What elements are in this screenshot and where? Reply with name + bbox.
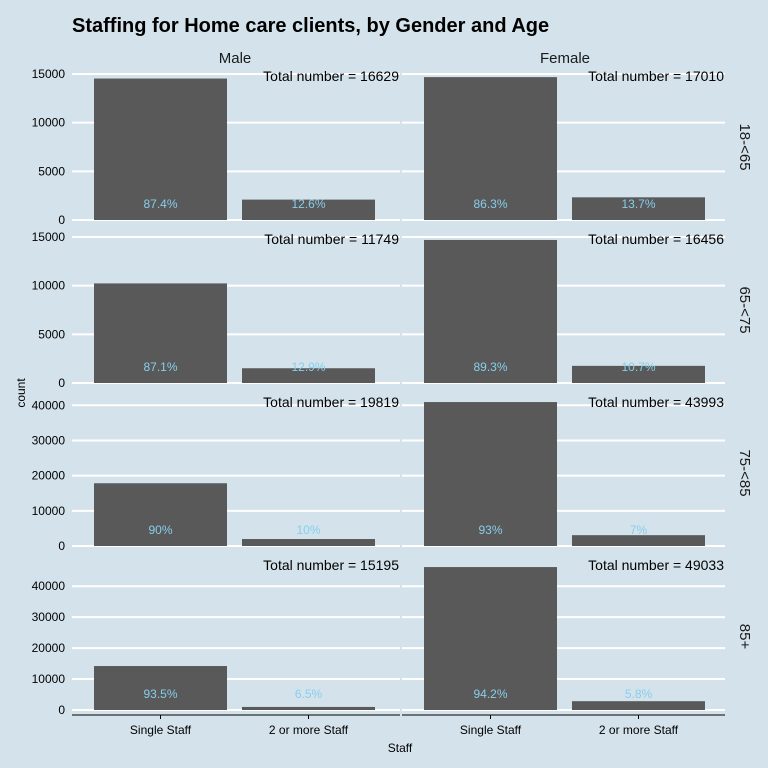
percent-label: 86.3% — [473, 197, 507, 211]
y-tick-label: 0 — [58, 213, 65, 227]
total-number-label: Total number = 15195 — [263, 557, 399, 573]
percent-label: 94.2% — [473, 687, 507, 701]
y-tick-label: 40000 — [32, 398, 66, 412]
bar — [572, 535, 705, 546]
percent-label: 13.7% — [621, 197, 655, 211]
bar — [424, 567, 557, 710]
total-number-label: Total number = 16456 — [588, 231, 724, 247]
y-tick-label: 5000 — [38, 327, 65, 341]
percent-label: 12.9% — [291, 360, 325, 374]
y-tick-label: 10000 — [32, 279, 66, 293]
y-tick-label: 0 — [58, 376, 65, 390]
row-strip-label: 65-<75 — [736, 286, 753, 333]
total-number-label: Total number = 11749 — [264, 231, 399, 247]
percent-label: 12.6% — [291, 197, 325, 211]
percent-label: 6.5% — [295, 687, 323, 701]
bar — [572, 197, 705, 220]
y-tick-label: 20000 — [32, 469, 66, 483]
percent-label: 93% — [478, 523, 502, 537]
column-strip-female: Female — [540, 50, 590, 67]
percent-label: 93.5% — [143, 687, 177, 701]
bar — [242, 368, 375, 383]
x-tick-label: 2 or more Staff — [599, 723, 679, 737]
total-number-label: Total number = 17010 — [588, 68, 724, 84]
y-tick-label: 10000 — [32, 672, 66, 686]
row-strip-label: 75-<85 — [736, 449, 753, 496]
bar — [242, 706, 375, 710]
bar — [94, 483, 227, 546]
facet-panels: 0 5000 10000 15000 87.4% 12.6% Total number = … — [32, 67, 753, 737]
chart-title: Staffing for Home care clients, by Gende… — [72, 15, 549, 37]
percent-label: 89.3% — [473, 360, 507, 374]
y-tick-label: 30000 — [32, 433, 66, 447]
bar — [572, 365, 705, 383]
y-tick-label: 40000 — [32, 579, 66, 593]
x-tick-label: Single Staff — [460, 723, 522, 737]
percent-label: 87.1% — [143, 360, 177, 374]
y-tick-label: 15000 — [32, 230, 66, 244]
percent-label: 5.8% — [625, 687, 653, 701]
y-tick-label: 10000 — [32, 504, 66, 518]
x-tick-label: Single Staff — [130, 723, 192, 737]
x-axis-title: Staff — [388, 741, 413, 755]
bar — [424, 402, 557, 546]
bar — [94, 666, 227, 710]
percent-label: 90% — [148, 523, 172, 537]
column-strip-male: Male — [219, 50, 252, 67]
y-tick-label: 30000 — [32, 610, 66, 624]
percent-label: 87.4% — [143, 197, 177, 211]
row-strip-label: 85+ — [736, 624, 753, 650]
y-tick-label: 5000 — [38, 164, 65, 178]
bar — [242, 539, 375, 546]
total-number-label: Total number = 19819 — [263, 394, 399, 410]
percent-label: 7% — [630, 523, 648, 537]
bar — [424, 239, 557, 383]
total-number-label: Total number = 16629 — [263, 68, 399, 84]
percent-label: 10.7% — [621, 360, 655, 374]
bar — [94, 283, 227, 383]
bar — [94, 78, 227, 220]
percent-label: 10% — [296, 523, 320, 537]
total-number-label: Total number = 49033 — [588, 557, 724, 573]
y-tick-label: 0 — [58, 703, 65, 717]
bar — [242, 199, 375, 220]
bar — [424, 77, 557, 220]
row-strip-label: 18-<65 — [736, 123, 753, 170]
y-tick-label: 10000 — [32, 116, 66, 130]
total-number-label: Total number = 43993 — [588, 394, 724, 410]
y-tick-label: 15000 — [32, 67, 66, 81]
y-tick-label: 0 — [58, 539, 65, 553]
y-axis-title: count — [14, 378, 28, 408]
x-tick-label: 2 or more Staff — [269, 723, 349, 737]
bar — [572, 701, 705, 710]
y-tick-label: 20000 — [32, 641, 66, 655]
